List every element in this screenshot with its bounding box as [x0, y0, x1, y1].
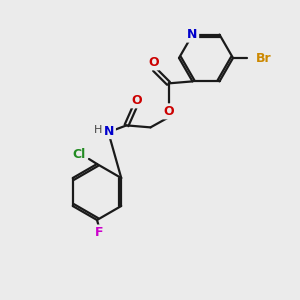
Text: O: O [148, 56, 159, 69]
Text: Br: Br [256, 52, 272, 64]
Text: H: H [94, 125, 103, 135]
Text: O: O [131, 94, 142, 107]
Text: N: N [104, 125, 115, 138]
Text: F: F [95, 226, 103, 238]
Text: N: N [187, 28, 198, 41]
Text: Cl: Cl [72, 148, 86, 160]
Text: O: O [163, 105, 174, 118]
